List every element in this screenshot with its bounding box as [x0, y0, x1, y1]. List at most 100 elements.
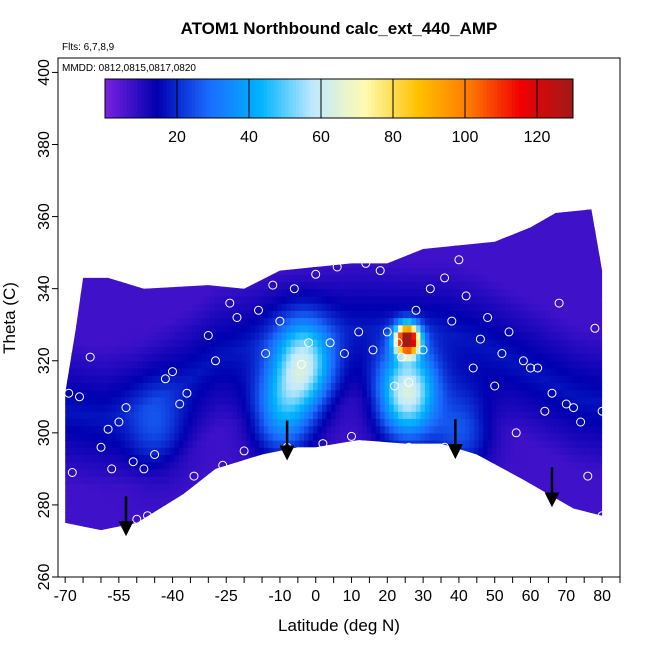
- track-point: [590, 323, 600, 333]
- track-point: [447, 316, 457, 326]
- chart-title: ATOM1 Northbound calc_ext_440_AMP: [181, 19, 498, 38]
- track-point: [268, 280, 278, 290]
- y-tick-label: 340: [36, 275, 53, 302]
- track-point: [404, 442, 414, 452]
- track-point: [483, 313, 493, 322]
- track-point: [103, 424, 113, 434]
- track-point: [128, 457, 138, 467]
- track-point: [296, 359, 306, 369]
- track-point: [454, 255, 464, 265]
- y-tick-label: 320: [36, 347, 53, 374]
- track-point: [397, 352, 407, 362]
- x-tick-label: 70: [557, 588, 575, 605]
- launch-arrows: [118, 419, 560, 537]
- track-point: [526, 363, 535, 373]
- heatmap-field: [65, 209, 603, 531]
- track-point: [160, 374, 170, 384]
- colorbar: 20 40 60 80 100 120: [104, 78, 574, 146]
- track-point: [304, 338, 314, 348]
- track-point: [168, 367, 177, 377]
- track-point: [261, 349, 271, 358]
- x-tick-label: 20: [378, 588, 396, 605]
- y-tick-label: 400: [36, 59, 53, 86]
- colorbar-tick-label: 100: [452, 129, 479, 146]
- plot-frame: [57, 57, 621, 578]
- colorbar-tick-label: 40: [240, 129, 258, 146]
- x-tick-label: 0: [311, 588, 320, 605]
- colorbar-tick-label: 20: [168, 129, 186, 146]
- colorbar-tick-label: 80: [384, 129, 402, 146]
- x-tick-label: 10: [343, 588, 361, 605]
- track-point: [475, 334, 485, 344]
- track-point: [311, 269, 321, 279]
- x-tick-label: 80: [593, 588, 611, 605]
- track-point: [361, 258, 371, 268]
- track-point: [382, 327, 392, 337]
- track-point: [432, 450, 442, 459]
- x-tick-label: -40: [161, 588, 184, 605]
- track-point: [375, 266, 385, 276]
- y-tick-label: 260: [36, 564, 53, 591]
- track-point: [504, 327, 514, 337]
- track-point: [583, 471, 593, 481]
- track-point: [404, 377, 414, 387]
- track-point: [490, 381, 500, 391]
- x-tick-label: 60: [522, 588, 540, 605]
- track-point: [325, 338, 335, 348]
- track-point: [150, 450, 160, 459]
- track-point: [347, 431, 356, 441]
- track-point: [254, 305, 263, 315]
- colorbar-frame: [104, 78, 574, 119]
- colorbar-tick-label: 60: [312, 129, 330, 146]
- track-point: [354, 327, 364, 337]
- track-point: [497, 349, 507, 358]
- track-point: [540, 406, 550, 416]
- track-point: [218, 460, 228, 470]
- track-point: [114, 417, 124, 427]
- track-point: [511, 428, 521, 438]
- track-point: [533, 363, 543, 373]
- y-axis: 260 280 300 320 340 360 380 400: [36, 59, 58, 590]
- track-point: [85, 352, 95, 362]
- track-point: [139, 464, 149, 474]
- track-point: [75, 392, 84, 402]
- track-point: [67, 468, 77, 477]
- track-point: [468, 363, 478, 373]
- track-point: [318, 439, 328, 449]
- track-point: [411, 305, 421, 315]
- track-point: [339, 349, 349, 358]
- track-point: [225, 298, 235, 308]
- track-point: [390, 381, 399, 391]
- flights-annotation: Flts: 6,7,8,9: [62, 42, 115, 53]
- track-point: [547, 388, 557, 398]
- x-tick-label: 30: [414, 588, 432, 605]
- track-point: [175, 399, 185, 409]
- track-point: [576, 417, 586, 427]
- track-point: [561, 399, 571, 409]
- x-tick-label: -55: [107, 588, 130, 605]
- track-point: [189, 471, 199, 481]
- track-point: [232, 313, 242, 322]
- y-axis-label: Theta (C): [0, 282, 19, 354]
- track-point: [518, 356, 528, 366]
- track-point: [425, 284, 435, 294]
- track-point: [132, 514, 142, 524]
- track-point: [393, 338, 403, 348]
- y-tick-label: 380: [36, 131, 53, 158]
- track-point: [461, 291, 471, 301]
- track-point: [332, 262, 342, 272]
- track-point: [275, 316, 285, 326]
- track-point: [368, 345, 378, 355]
- track-point: [121, 403, 131, 413]
- colorbar-tick-label: 120: [524, 129, 551, 146]
- track-point: [289, 284, 299, 294]
- track-point: [597, 511, 607, 521]
- x-tick-label: -10: [268, 588, 291, 605]
- track-point: [246, 273, 256, 283]
- track-point: [143, 511, 152, 521]
- track-point: [96, 442, 106, 452]
- track-point: [211, 356, 220, 366]
- x-tick-label: 50: [486, 588, 504, 605]
- y-tick-label: 280: [36, 491, 53, 518]
